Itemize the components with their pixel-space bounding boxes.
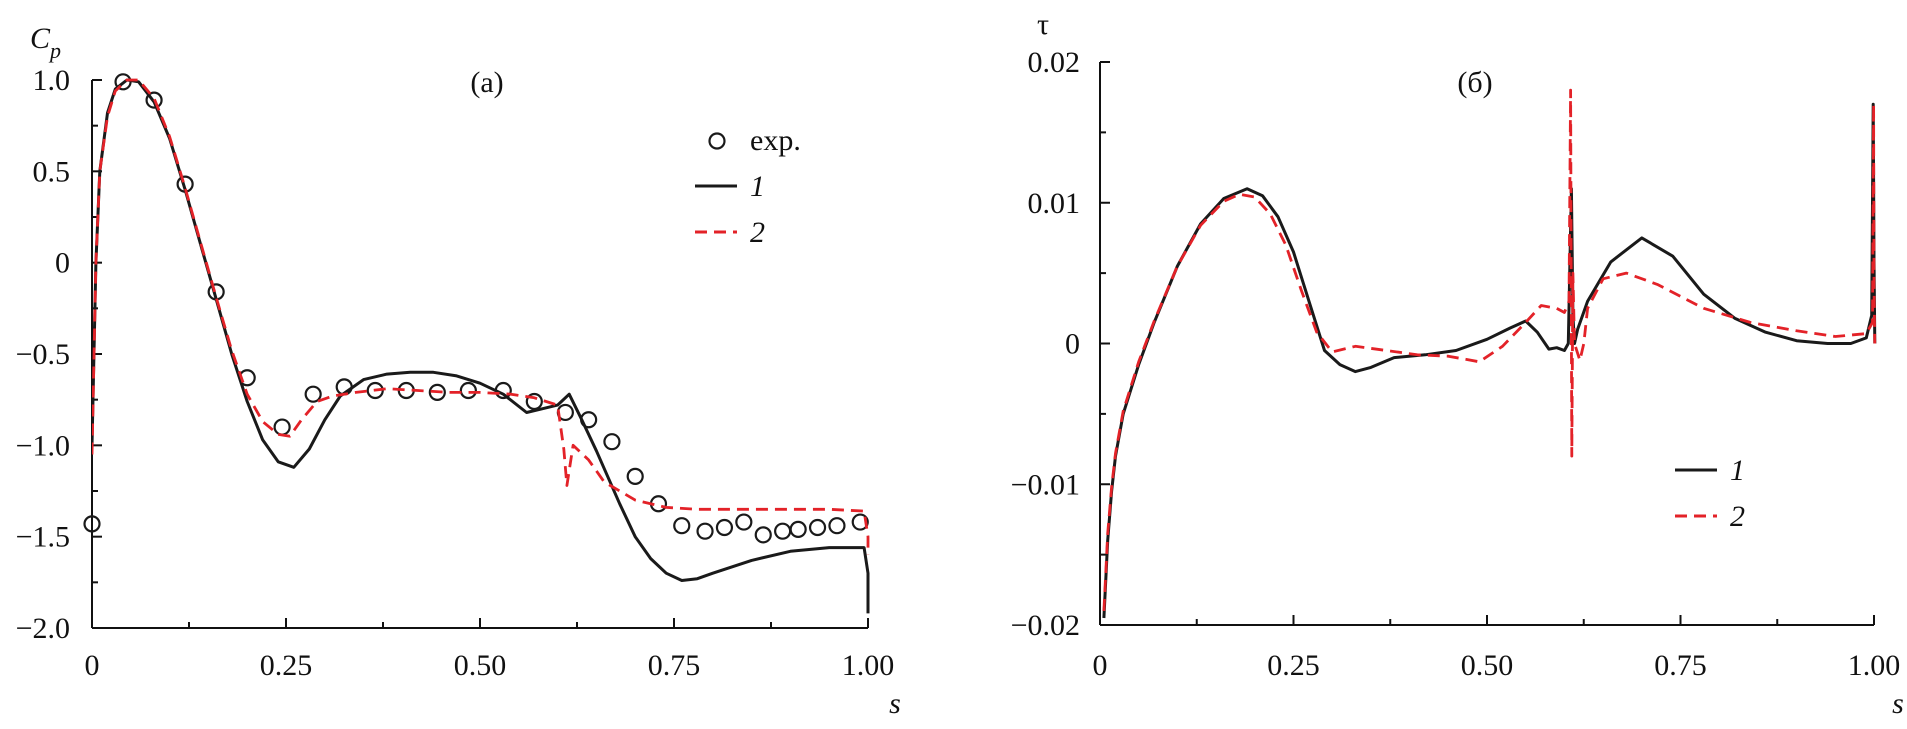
x-axis-label: s xyxy=(1892,687,1904,720)
exp-data-point xyxy=(754,526,772,544)
legend-marker-exp xyxy=(708,132,726,150)
x-tick-label: 0.25 xyxy=(260,649,313,682)
exp-data-point xyxy=(828,517,846,535)
y-tick-label: 0.02 xyxy=(1028,46,1081,79)
exp-data-point xyxy=(459,381,477,400)
y-tick-label: −0.01 xyxy=(1011,468,1080,501)
y-tick-label: −1.0 xyxy=(16,429,70,462)
legend-label: 1 xyxy=(1730,454,1745,487)
y-tick-label: 0.01 xyxy=(1028,187,1081,220)
legend-label: 2 xyxy=(1730,500,1745,533)
x-tick-label: 1.00 xyxy=(1848,649,1901,682)
legend-label: 1 xyxy=(750,170,765,203)
legend-label: exp. xyxy=(750,124,801,157)
y-tick-label: 1.0 xyxy=(33,64,71,97)
exp-data-point xyxy=(851,513,869,531)
legend: 12 xyxy=(1675,454,1745,533)
exp-data-point xyxy=(603,433,621,451)
panel-label: (а) xyxy=(470,66,503,99)
chart-panel-b: 0.02 0.01 0 −0.01 −0.02 0 0.25 0.50 0.75 1.00 s τ (б… xyxy=(1011,8,1904,720)
y-axis-label: τ xyxy=(1037,8,1049,41)
legend-label: 2 xyxy=(750,216,765,249)
exp-data-point xyxy=(774,522,792,540)
chart-panel-a: 1.00.50−0.5−1.0−1.5−2.00 0.25 0.50 0.75 1.00… xyxy=(16,22,901,720)
exp-data-point xyxy=(673,517,691,535)
x-tick-label: 0.75 xyxy=(648,649,701,682)
y-tick-label: 0.5 xyxy=(33,155,71,188)
y-tick-label: −1.5 xyxy=(16,521,70,554)
exp-data-point xyxy=(626,467,644,485)
y-tick-label: −0.02 xyxy=(1011,609,1080,642)
series-line-1 xyxy=(92,78,870,614)
exp-data-point xyxy=(715,518,734,537)
x-tick-label: 0 xyxy=(1093,649,1108,682)
exp-data-point xyxy=(273,418,291,436)
series-line-2 xyxy=(1102,88,1877,611)
x-tick-label: 0.50 xyxy=(454,649,507,682)
x-tick-label: 0.50 xyxy=(1461,649,1514,682)
y-tick-label: −2.0 xyxy=(16,612,70,645)
panel-label: (б) xyxy=(1457,66,1492,99)
exp-data-point xyxy=(83,515,101,533)
x-tick-label: 0 xyxy=(85,649,100,682)
x-axis-label: s xyxy=(889,687,901,720)
exp-data-point xyxy=(696,522,714,540)
legend: exp. 1 2 xyxy=(695,124,801,249)
exp-data-point xyxy=(808,518,827,537)
exp-data-point xyxy=(525,392,543,411)
x-tick-label: 1.00 xyxy=(842,649,895,682)
exp-data-point xyxy=(789,520,807,538)
y-tick-label: 0 xyxy=(55,247,70,280)
y-axis-label: Cp xyxy=(30,22,61,63)
exp-data-point xyxy=(735,513,753,531)
x-tick-label: 0.25 xyxy=(1267,649,1320,682)
y-tick-label: −0.5 xyxy=(16,338,70,371)
x-tick-label: 0.75 xyxy=(1654,649,1707,682)
exp-data-point xyxy=(145,91,163,109)
y-tick-label: 0 xyxy=(1065,328,1080,361)
exp-data-point xyxy=(304,385,322,403)
series-line-1 xyxy=(1102,102,1877,619)
exp-data-point xyxy=(428,383,446,401)
